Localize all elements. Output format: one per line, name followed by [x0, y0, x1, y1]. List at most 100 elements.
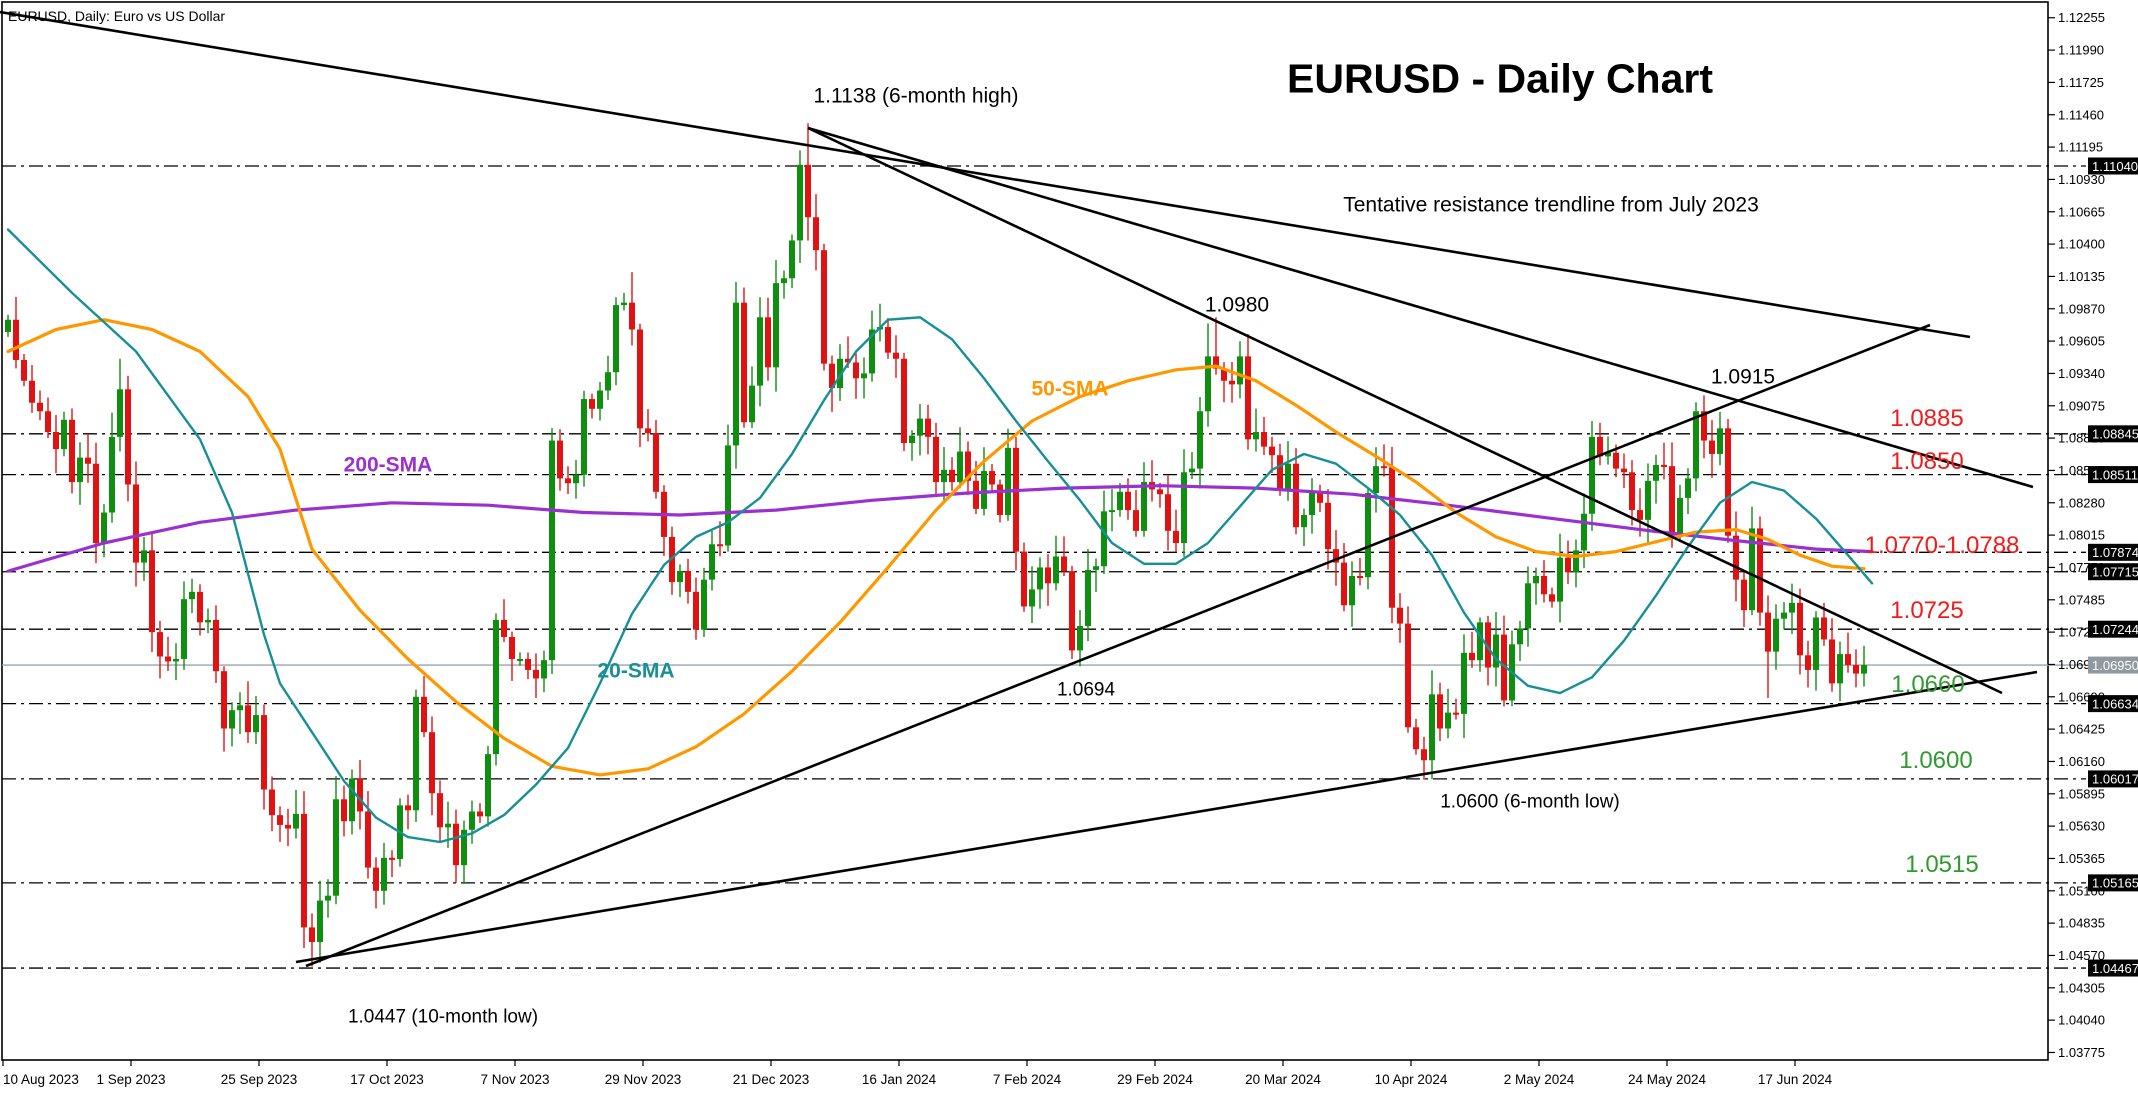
candle-body: [1285, 463, 1291, 490]
price-tick-label: 1.05365: [2058, 851, 2105, 866]
candle-body: [133, 484, 139, 563]
candle-body: [277, 815, 283, 825]
price-tick-label: 1.08280: [2058, 495, 2105, 510]
candle-body: [1373, 466, 1379, 494]
candle-body: [349, 778, 355, 822]
candle-body: [405, 805, 411, 811]
candle-body: [869, 329, 875, 374]
price-badge-label: 1.06017: [2092, 772, 2138, 787]
candle-body: [1213, 356, 1219, 369]
candle-body: [45, 411, 51, 433]
sma-20-line: [6, 228, 1874, 844]
candle-body: [709, 544, 715, 580]
time-tick-label: 21 Dec 2023: [733, 1072, 810, 1087]
candle-body: [549, 440, 555, 661]
candle-body: [1597, 436, 1603, 457]
candle-body: [557, 440, 563, 479]
candle-body: [757, 317, 763, 386]
price-badge-label: 1.05165: [2092, 876, 2138, 891]
candle-body: [1333, 549, 1339, 563]
candle-body: [1093, 566, 1099, 570]
time-tick-label: 7 Nov 2023: [480, 1072, 549, 1087]
candle-body: [1757, 528, 1763, 613]
price-tick-label: 1.07485: [2058, 592, 2105, 607]
candle-body: [773, 283, 779, 368]
candle-body: [1077, 626, 1083, 651]
candle-body: [741, 302, 747, 423]
candle-body: [61, 419, 67, 450]
candle-body: [1805, 655, 1811, 670]
candle-body: [1053, 556, 1059, 584]
candle-body: [453, 823, 459, 866]
price-badge-label: 1.08845: [2092, 427, 2138, 442]
candle-body: [1165, 494, 1171, 531]
time-tick-label: 2 May 2024: [1504, 1072, 1575, 1087]
candle-body: [973, 480, 979, 509]
price-axis[interactable]: 1.12255 1.11990 1.11725 1.11460 1.11195 1.109…: [2048, 10, 2138, 1060]
candle-body: [1853, 665, 1859, 674]
price-tick-label: 1.04040: [2058, 1013, 2105, 1028]
candle-body: [117, 389, 123, 437]
candle-body: [1733, 535, 1739, 580]
candle-body: [1557, 557, 1563, 602]
time-axis[interactable]: 10 Aug 2023 1 Sep 2023 25 Sep 2023 17 Oct 2…: [2, 1060, 1833, 1087]
candle-body: [1781, 612, 1787, 619]
time-tick-label: 1 Sep 2023: [96, 1072, 165, 1087]
candle-body: [1605, 452, 1611, 457]
candle-body: [1845, 654, 1851, 666]
candle-body: [1405, 623, 1411, 728]
candle-body: [1541, 575, 1547, 595]
time-tick-label: 25 Sep 2023: [221, 1072, 298, 1087]
candle-body: [5, 319, 11, 332]
candle-body: [933, 436, 939, 483]
candle-body: [269, 789, 275, 816]
candle-body: [637, 329, 643, 429]
candle-body: [373, 867, 379, 891]
candle-body: [437, 793, 443, 828]
candle-body: [1685, 478, 1691, 498]
time-tick-label: 29 Feb 2024: [1117, 1072, 1193, 1087]
candle-body: [581, 399, 587, 475]
price-badge-label: 1.06634: [2092, 696, 2138, 711]
candle-body: [1693, 411, 1699, 479]
candle-body: [909, 435, 915, 443]
candle-body: [733, 302, 739, 446]
candle-body: [621, 302, 627, 306]
price-tick-label: 1.09340: [2058, 366, 2105, 381]
candle-body: [325, 895, 331, 901]
price-tick-label: 1.05895: [2058, 786, 2105, 801]
time-tick-label: 16 Jan 2024: [862, 1072, 937, 1087]
candle-body: [1453, 712, 1459, 715]
price-tick-label: 1.11990: [2058, 43, 2104, 58]
candle-body: [1861, 665, 1867, 674]
price-tick-label: 1.09870: [2058, 301, 2105, 316]
support-trendline-main: [295, 670, 2038, 964]
candle-body: [645, 428, 651, 434]
candle-body: [1637, 510, 1643, 520]
candle-body: [493, 619, 499, 755]
candle-body: [413, 696, 419, 811]
candle-body: [1717, 428, 1723, 454]
candle-body: [229, 710, 235, 729]
candle-body: [613, 305, 619, 373]
candle-body: [685, 571, 691, 592]
price-badge: [2088, 425, 2138, 443]
candle-body: [501, 619, 507, 637]
candle-body: [333, 799, 339, 896]
price-tick-label: 1.06425: [2058, 722, 2105, 737]
candle-body: [1461, 652, 1467, 714]
candle-body: [1813, 617, 1819, 670]
candle-body: [1205, 356, 1211, 412]
price-badge-label: 1.06950: [2092, 658, 2138, 673]
candle-body: [989, 471, 995, 485]
candle-body: [1533, 575, 1539, 584]
time-tick-label: 20 Mar 2024: [1245, 1072, 1321, 1087]
candle-body: [125, 389, 131, 485]
candle-body: [357, 778, 363, 812]
candle-body: [1437, 694, 1443, 729]
resistance-fan-steep: [807, 126, 2003, 695]
candle-body: [1421, 749, 1427, 761]
price-badge-label: 1.07244: [2092, 622, 2138, 637]
